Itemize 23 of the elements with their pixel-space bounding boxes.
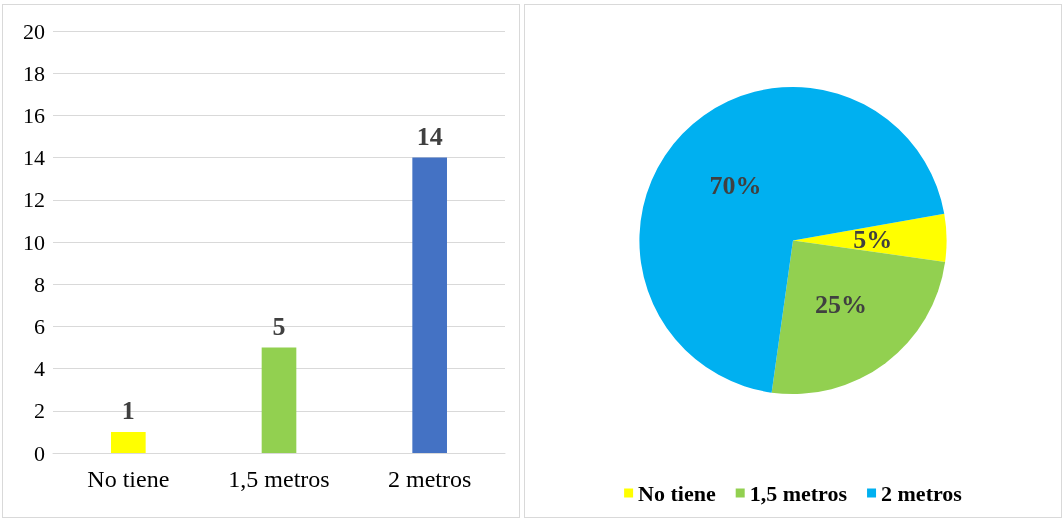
y-tick-label: 6 xyxy=(34,313,45,339)
data-label: 5 xyxy=(272,312,286,341)
x-tick-label: 2 metros xyxy=(388,466,472,492)
y-tick-label: 2 xyxy=(34,398,45,424)
data-label: 14 xyxy=(416,122,443,152)
data-label: 1 xyxy=(121,396,135,426)
data-label: 5% xyxy=(853,224,893,254)
y-tick-label: 4 xyxy=(34,356,45,382)
bar xyxy=(261,347,297,453)
x-tick-label: No tiene xyxy=(87,466,170,492)
y-tick-label: 20 xyxy=(23,18,45,44)
y-tick-label: 18 xyxy=(23,60,45,86)
bar xyxy=(412,157,447,453)
y-tick-label: 16 xyxy=(23,102,45,128)
y-tick-label: 14 xyxy=(23,145,45,171)
y-tick-label: 0 xyxy=(34,440,45,466)
y-tick-label: 12 xyxy=(23,187,45,213)
x-tick-label: 1,5 metros xyxy=(228,466,330,492)
data-label: 70% xyxy=(709,170,762,200)
y-tick-label: 10 xyxy=(23,229,45,255)
bar xyxy=(111,431,146,453)
y-tick-label: 8 xyxy=(34,271,45,297)
data-label: 25% xyxy=(815,289,868,319)
